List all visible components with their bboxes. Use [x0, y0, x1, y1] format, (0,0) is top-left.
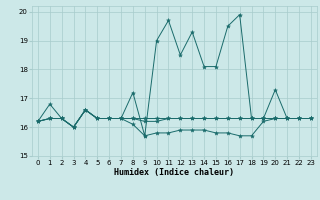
X-axis label: Humidex (Indice chaleur): Humidex (Indice chaleur) [115, 168, 234, 177]
